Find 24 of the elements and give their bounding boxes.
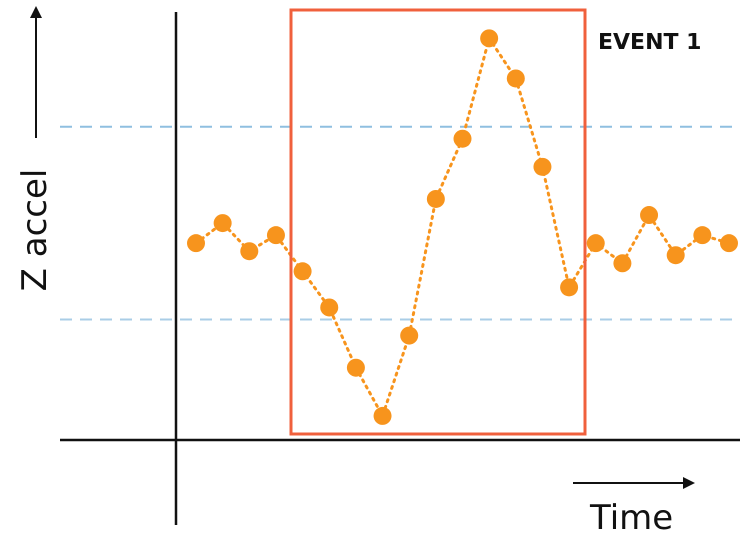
annotation: EVENT 1 (598, 30, 702, 55)
point (454, 130, 472, 148)
point (533, 158, 552, 176)
point (214, 214, 232, 232)
point (666, 246, 685, 264)
point (187, 234, 205, 252)
point (400, 326, 418, 345)
point (560, 278, 578, 296)
point (613, 254, 632, 272)
point (720, 234, 738, 252)
point (294, 262, 312, 280)
point (266, 226, 285, 244)
point (506, 69, 525, 88)
point (480, 29, 498, 48)
x-axis-title: Time (590, 498, 674, 538)
y-axis-title: Z accel (15, 168, 55, 294)
point (374, 406, 392, 425)
point (426, 190, 445, 208)
point (586, 234, 605, 252)
point (240, 242, 258, 260)
point (346, 358, 365, 377)
point (320, 298, 338, 316)
point (693, 226, 712, 244)
point (640, 206, 658, 224)
